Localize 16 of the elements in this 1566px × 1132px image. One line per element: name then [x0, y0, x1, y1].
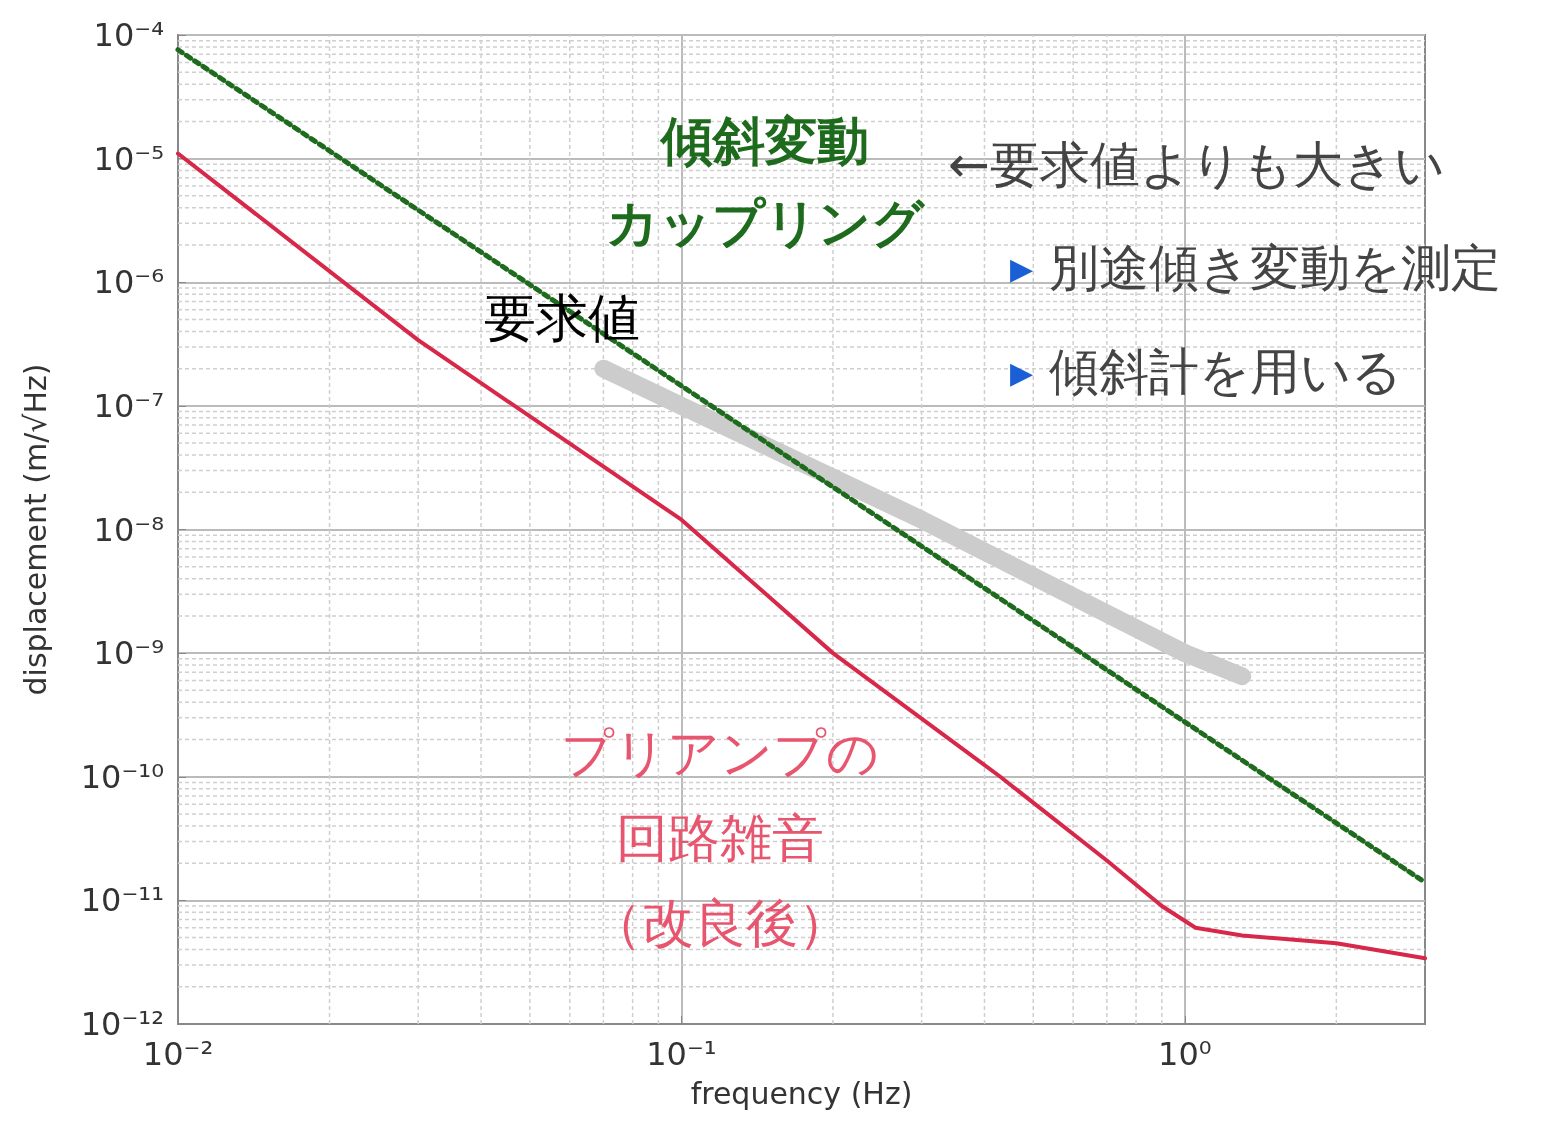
series-label: プリアンプの回路雑音（改良後）	[561, 723, 879, 953]
series-label: 傾斜変動カップリング	[606, 111, 926, 253]
y-tick-label: 10⁻⁶	[93, 263, 164, 302]
y-tick-label: 10⁻¹⁰	[80, 757, 164, 796]
y-tick-label: 10⁻⁸	[93, 510, 164, 549]
y-tick-label: 10⁻⁴	[93, 16, 164, 54]
y-tick-label: 10⁻⁵	[93, 139, 164, 178]
x-tick-label: 10⁻¹	[646, 1035, 717, 1073]
y-axis-title: displacement (m/√Hz)	[17, 363, 53, 696]
y-tick-label: 10⁻⁹	[93, 634, 164, 673]
x-axis-title: frequency (Hz)	[690, 1075, 913, 1111]
x-tick-label: 10⁰	[1158, 1035, 1212, 1073]
y-tick-label: 10⁻¹¹	[80, 881, 164, 920]
series-label: 要求値	[484, 288, 640, 348]
y-tick-label: 10⁻⁷	[93, 386, 164, 425]
annotation: ▶ 傾斜計を用いる	[1010, 343, 1402, 401]
